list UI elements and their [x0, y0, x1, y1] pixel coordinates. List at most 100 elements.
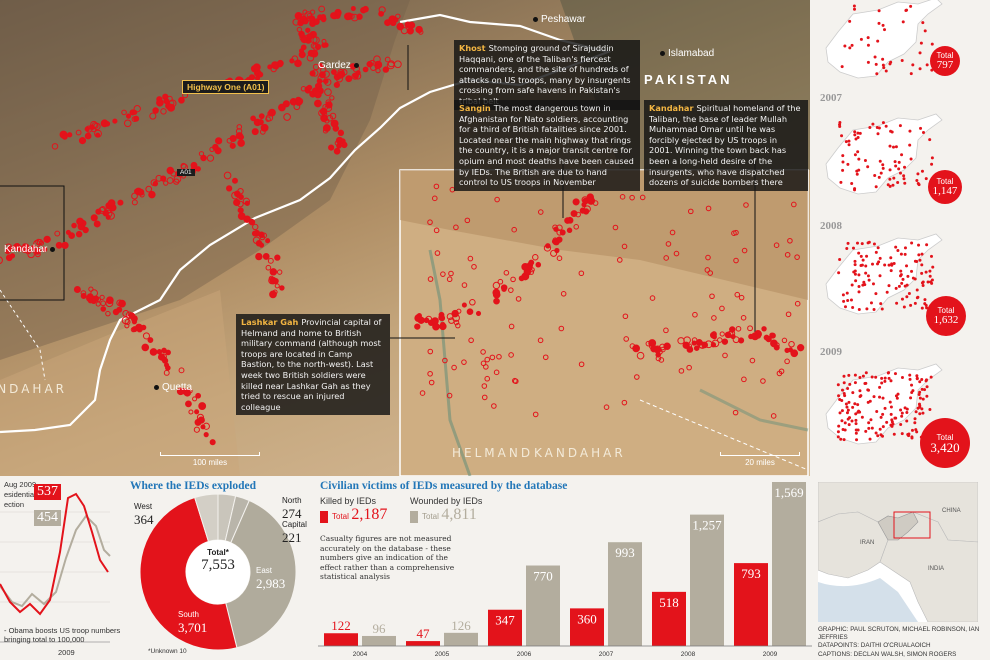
ied-marker [552, 224, 558, 231]
ied-marker [100, 306, 107, 312]
ied-marker [878, 256, 882, 260]
ied-marker [877, 260, 881, 264]
ied-marker [265, 238, 271, 244]
ied-marker [272, 289, 278, 295]
ied-marker [914, 410, 918, 414]
ied-marker [858, 131, 862, 135]
ied-marker [852, 7, 856, 11]
ied-marker [844, 402, 848, 406]
ied-marker [870, 262, 874, 266]
ied-marker [882, 66, 886, 70]
ied-marker [866, 388, 870, 392]
line-footer: - Obama boosts US troop numbers [4, 626, 121, 635]
ied-marker [877, 126, 881, 130]
ied-marker [238, 134, 245, 140]
ied-marker [867, 421, 871, 425]
ied-marker [440, 271, 446, 277]
city-peshawar: Peshawar [533, 14, 585, 25]
ied-marker [905, 407, 909, 411]
ied-marker [467, 255, 474, 262]
ied-marker [149, 112, 157, 120]
ied-marker [274, 254, 281, 261]
bar-value-label: 793 [741, 566, 761, 581]
ied-marker [362, 66, 369, 73]
ied-marker [431, 317, 439, 325]
scale-bar-main: 100 miles [160, 452, 260, 467]
ied-marker [851, 305, 855, 309]
ied-marker [634, 374, 640, 380]
ied-marker [866, 43, 870, 47]
ied-marker [898, 171, 902, 175]
ied-marker [915, 374, 919, 378]
ied-marker [267, 110, 274, 117]
ied-marker [903, 181, 907, 185]
ied-marker [897, 160, 901, 164]
callout-text: Spiritual homeland of the Taliban, the b… [649, 103, 801, 188]
ied-marker [314, 99, 322, 108]
ied-marker [850, 419, 854, 423]
ied-marker [886, 183, 890, 187]
ied-marker [842, 438, 846, 442]
ied-marker [908, 373, 912, 377]
ied-marker [180, 162, 187, 169]
ied-marker [911, 63, 915, 67]
ied-marker [843, 421, 847, 425]
ied-marker [305, 27, 311, 33]
total-value: 797 [936, 59, 954, 71]
bar-value-label: 1,569 [774, 485, 803, 500]
ied-marker [508, 323, 515, 330]
ied-marker [910, 435, 914, 439]
ied-marker [843, 428, 847, 432]
ied-marker [881, 412, 885, 416]
ied-marker [292, 18, 300, 26]
ied-marker [890, 424, 894, 428]
ied-marker [521, 262, 530, 271]
ied-marker [106, 296, 114, 305]
ied-marker [760, 378, 766, 384]
ied-marker [867, 278, 871, 282]
ied-marker [900, 297, 904, 301]
ied-marker [784, 251, 791, 258]
legend-wounded-total: 4,811 [441, 506, 477, 523]
ied-marker [876, 39, 880, 43]
ied-marker [673, 250, 680, 257]
ied-marker [312, 63, 320, 71]
ied-marker [112, 118, 118, 124]
ied-marker [842, 381, 846, 385]
ied-marker [876, 132, 880, 136]
ied-marker [864, 381, 868, 385]
ied-marker [837, 394, 841, 398]
ied-marker [269, 268, 278, 276]
ied-marker [931, 265, 935, 269]
ied-incident-markers [0, 5, 805, 446]
ied-marker [843, 44, 847, 48]
city-label: Islamabad [668, 48, 715, 59]
donut-footnote: *Unknown 10 [148, 648, 187, 655]
ied-marker [838, 125, 842, 129]
ied-marker [902, 174, 906, 178]
ied-marker [923, 302, 927, 306]
ied-marker [267, 257, 274, 264]
ied-marker [336, 71, 344, 79]
ied-marker [33, 239, 41, 248]
ied-marker [122, 310, 130, 318]
ied-marker [853, 188, 857, 192]
ied-marker [306, 33, 314, 40]
ied-marker [889, 269, 893, 273]
ied-marker [857, 168, 861, 172]
ied-marker [559, 229, 566, 236]
ied-marker [920, 169, 924, 173]
ied-marker [841, 160, 845, 164]
ied-marker [279, 285, 285, 291]
ied-marker [492, 281, 501, 290]
ied-marker [726, 331, 734, 338]
credit-line: CAPTIONS: DECLAN WALSH, SIMON ROGERS [818, 650, 957, 658]
ied-marker [198, 402, 207, 410]
ied-marker [894, 145, 898, 149]
ied-marker [229, 134, 237, 143]
ied-marker [25, 247, 31, 253]
donut-center: Total* 7,553 [190, 548, 246, 574]
ied-marker [660, 346, 666, 353]
ied-marker [903, 406, 907, 410]
ied-marker [484, 375, 491, 382]
